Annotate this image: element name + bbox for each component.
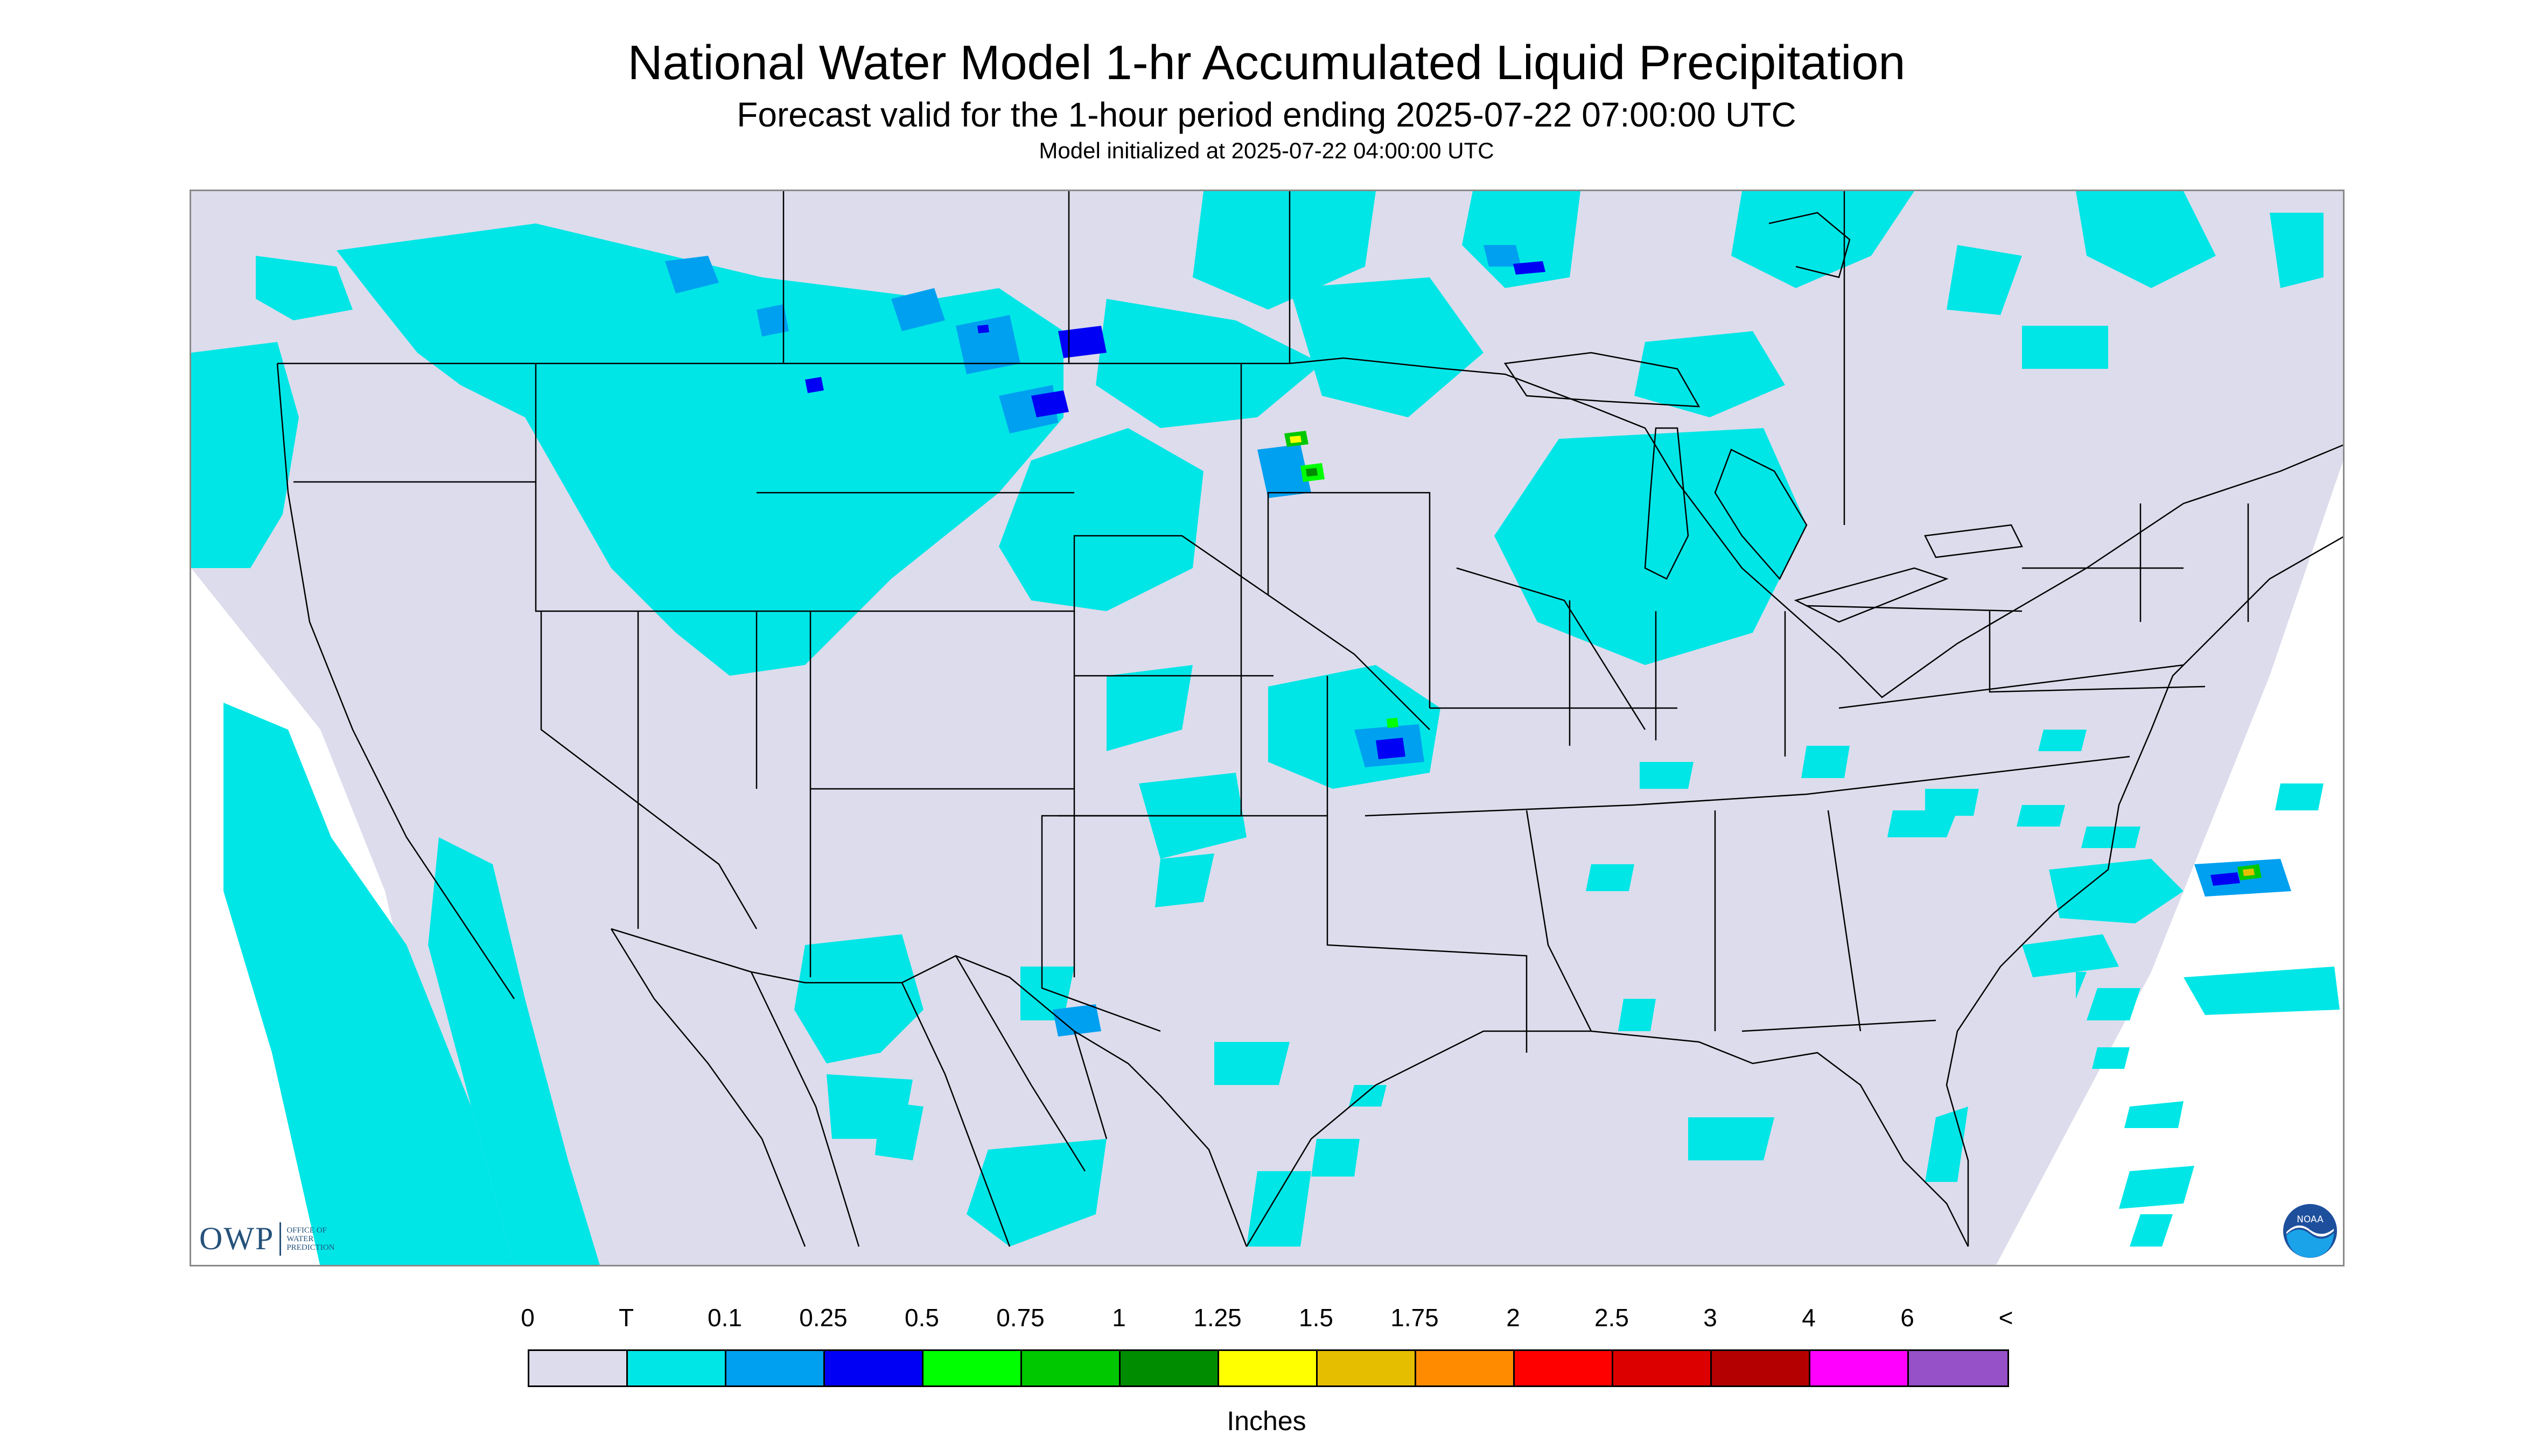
legend-label: 0.25 [799,1304,848,1332]
legend-swatch [726,1351,825,1385]
boundary-lines [276,191,2343,1247]
noaa-logo: NOAA [2283,1204,2337,1258]
legend-colorbar [528,1349,2009,1387]
legend-label: 0 [521,1304,535,1332]
owp-logo: OWP OFFICE OF WATER PREDICTION [199,1220,335,1257]
precipitation-map [190,190,2345,1266]
legend-swatch [1219,1351,1318,1385]
map-title: National Water Model 1-hr Accumulated Li… [627,36,1906,90]
owp-logo-line-2: WATER [286,1234,314,1243]
legend-swatch [1515,1351,1613,1385]
map-canvas [191,191,2343,1265]
gulf-coast [1245,1030,1969,1247]
legend-label: 4 [1802,1304,1816,1332]
lake-huron [1714,449,1808,580]
legend-label: 2.5 [1594,1304,1629,1332]
lake-michigan [1644,427,1689,580]
legend-label: 2 [1506,1304,1520,1332]
owp-logo-divider [279,1222,282,1256]
legend-swatch [1613,1351,1712,1385]
legend-units: Inches [1227,1406,1306,1436]
moderate-precip-areas [805,261,2240,886]
legend-swatch [923,1351,1022,1385]
legend-swatch [1712,1351,1810,1385]
lake-ontario [1924,524,2023,558]
legend-swatch [1318,1351,1416,1385]
model-init-time: Model initialized at 2025-07-22 04:00:00… [1039,138,1494,163]
svg-text:NOAA: NOAA [2297,1214,2324,1225]
atlantic-coast [1946,536,2343,1247]
legend-label: 0.1 [708,1304,742,1332]
legend-label: 1.75 [1390,1304,1439,1332]
legend-swatch [825,1351,923,1385]
legend-swatch [1909,1351,2007,1385]
outside-domain-right [1996,461,2343,1265]
lake-erie [1794,567,1949,623]
legend-label: 1.25 [1193,1304,1242,1332]
legend-label: < [1998,1304,2013,1332]
owp-logo-line-1: OFFICE OF [286,1226,327,1235]
legend-swatch [1810,1351,1909,1385]
lake-superior [1503,352,1701,408]
legend-swatch [628,1351,726,1385]
legend-label: 0.75 [996,1304,1045,1332]
forecast-valid-subtitle: Forecast valid for the 1-hour period end… [737,95,1796,134]
legend-swatch [1022,1351,1121,1385]
legend-swatch [529,1351,628,1385]
legend-label: 0.5 [905,1304,939,1332]
us-mexico-border [611,928,1248,1247]
owp-logo-line-3: PREDICTION [286,1243,335,1252]
pacific-coast [276,363,515,999]
legend-label: 1 [1112,1304,1126,1332]
legend-label: 3 [1703,1304,1717,1332]
legend-swatch [1121,1351,1219,1385]
trace-precip-areas [191,191,2340,1265]
legend-swatch [1416,1351,1515,1385]
legend-label: 6 [1900,1304,1914,1332]
legend-label: T [618,1304,634,1332]
light-precip-areas [665,245,2291,1037]
us-canada-border [277,357,2343,698]
heavy-precip-cells [1284,431,2262,880]
owp-logo-text: OFFICE OF WATER PREDICTION [286,1226,334,1252]
owp-logo-mark: OWP [199,1221,275,1256]
legend-label: 1.5 [1299,1304,1333,1332]
